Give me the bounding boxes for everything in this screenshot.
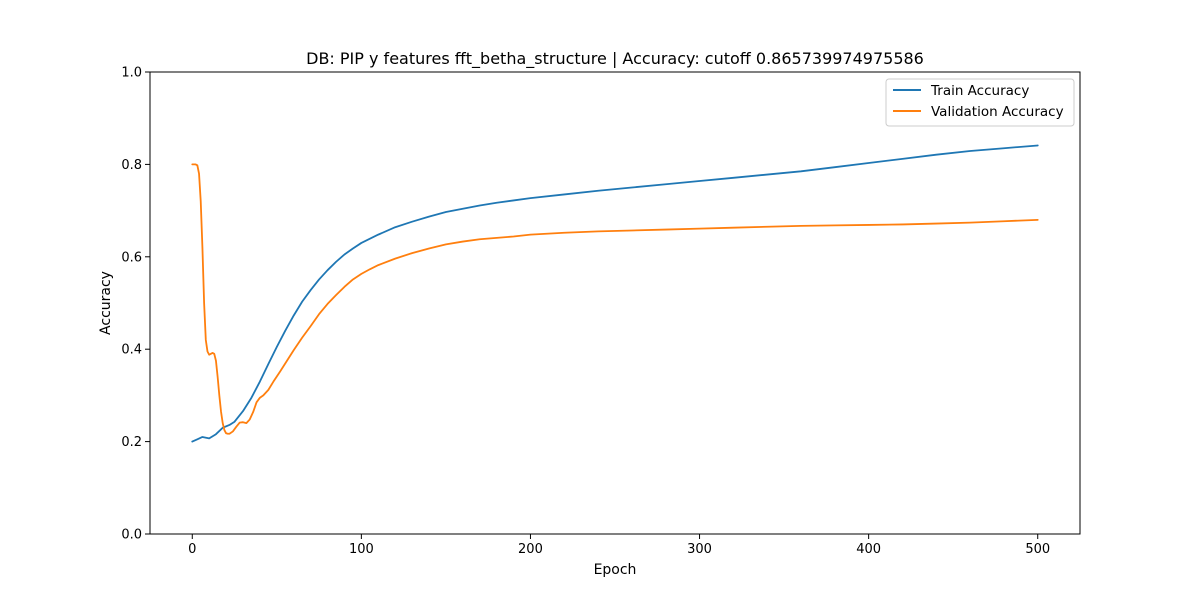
- x-tick-label-500: 500: [1025, 542, 1050, 557]
- y-axis: 0.0 0.2 0.4 0.6 0.8 1.0: [121, 66, 150, 543]
- y-tick-label-0.8: 0.8: [121, 158, 142, 173]
- y-tick-label-0.6: 0.6: [121, 250, 142, 265]
- legend-label-train: Train Accuracy: [930, 83, 1029, 99]
- legend-label-validation: Validation Accuracy: [931, 104, 1064, 120]
- y-tick-label-0.0: 0.0: [121, 528, 142, 543]
- x-tick-label-300: 300: [687, 542, 712, 557]
- chart-title: DB: PIP y features fft_betha_structure |…: [306, 49, 924, 69]
- y-tick-label-0.2: 0.2: [121, 435, 142, 450]
- train-accuracy-line: [191, 144, 1039, 443]
- plot-area: [149, 71, 1081, 535]
- series-lines: [191, 144, 1039, 443]
- x-tick-label-0: 0: [188, 542, 196, 557]
- x-tick-label-400: 400: [856, 542, 881, 557]
- legend-box: [885, 78, 1075, 127]
- x-axis: 0 100 200 300 400 500: [188, 534, 1050, 557]
- x-tick-label-200: 200: [518, 542, 543, 557]
- y-tick-label-0.4: 0.4: [121, 343, 142, 358]
- validation-accuracy-line: [191, 163, 1039, 435]
- legend: Train Accuracy Validation Accuracy: [885, 78, 1075, 127]
- y-tick-label-1.0: 1.0: [121, 66, 142, 81]
- plot-frame: [149, 71, 1081, 535]
- x-tick-label-100: 100: [349, 542, 374, 557]
- y-axis-label: Accuracy: [98, 271, 114, 335]
- x-axis-label: Epoch: [594, 562, 637, 578]
